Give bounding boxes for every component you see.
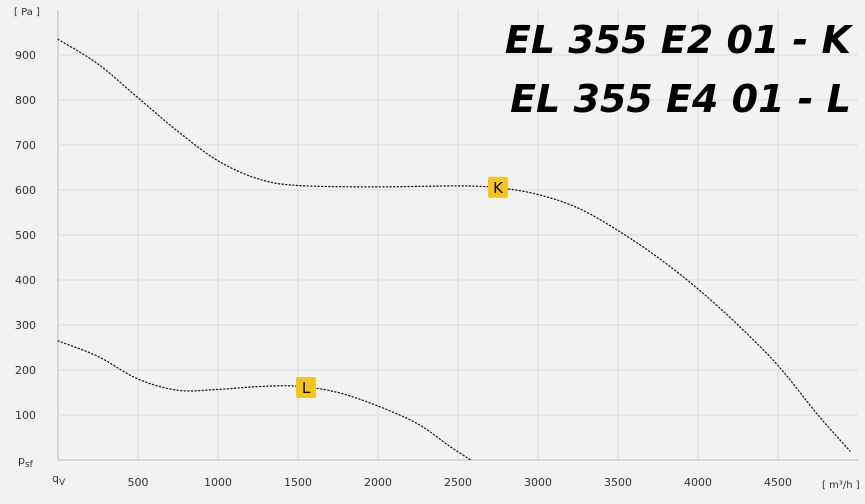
x-tick-label: 500 bbox=[128, 476, 149, 489]
chart-title-line-2: EL 355 E4 01 - L bbox=[510, 77, 851, 121]
y-tick-label: 300 bbox=[15, 319, 36, 332]
marker-K-label: K bbox=[493, 179, 504, 197]
x-axis-unit: [ m³/h ] bbox=[822, 480, 860, 491]
y-tick-label: 200 bbox=[15, 364, 36, 377]
x-tick-label: 3500 bbox=[604, 476, 632, 489]
labels: 100 200 300 400 500 600 700 800 900 500 1000 1500 20… bbox=[14, 7, 860, 491]
marker-K-badge bbox=[488, 176, 508, 198]
series-layer: KL bbox=[57, 38, 851, 461]
y-tick-label: 500 bbox=[15, 229, 36, 242]
x-axis-symbol: qV bbox=[52, 472, 66, 488]
y-axis-symbol: psf bbox=[18, 454, 34, 470]
y-tick-label: 800 bbox=[15, 94, 36, 107]
x-tick-label: 2000 bbox=[364, 476, 392, 489]
marker-L-badge bbox=[296, 377, 316, 398]
x-axis-symbol-subscript: V bbox=[59, 478, 66, 488]
y-tick-label: 600 bbox=[15, 184, 36, 197]
x-tick-label: 3000 bbox=[524, 476, 552, 489]
curve-L bbox=[57, 340, 472, 461]
x-tick-label: 4500 bbox=[764, 476, 792, 489]
marker-L-label: L bbox=[302, 379, 311, 397]
y-tick-label: 700 bbox=[15, 139, 36, 152]
x-tick-label: 4000 bbox=[684, 476, 712, 489]
grid bbox=[58, 10, 858, 460]
y-tick-label: 900 bbox=[15, 49, 36, 62]
axes bbox=[57, 10, 858, 461]
y-tick-label: 400 bbox=[15, 274, 36, 287]
x-tick-label: 2500 bbox=[444, 476, 472, 489]
y-tick-label: 100 bbox=[15, 409, 36, 422]
x-tick-label: 1500 bbox=[284, 476, 312, 489]
y-axis-symbol-subscript: sf bbox=[25, 460, 34, 470]
x-tick-label: 1000 bbox=[204, 476, 232, 489]
y-axis-unit: [ Pa ] bbox=[14, 7, 40, 18]
chart-title-line-1: EL 355 E2 01 - K bbox=[505, 18, 854, 62]
